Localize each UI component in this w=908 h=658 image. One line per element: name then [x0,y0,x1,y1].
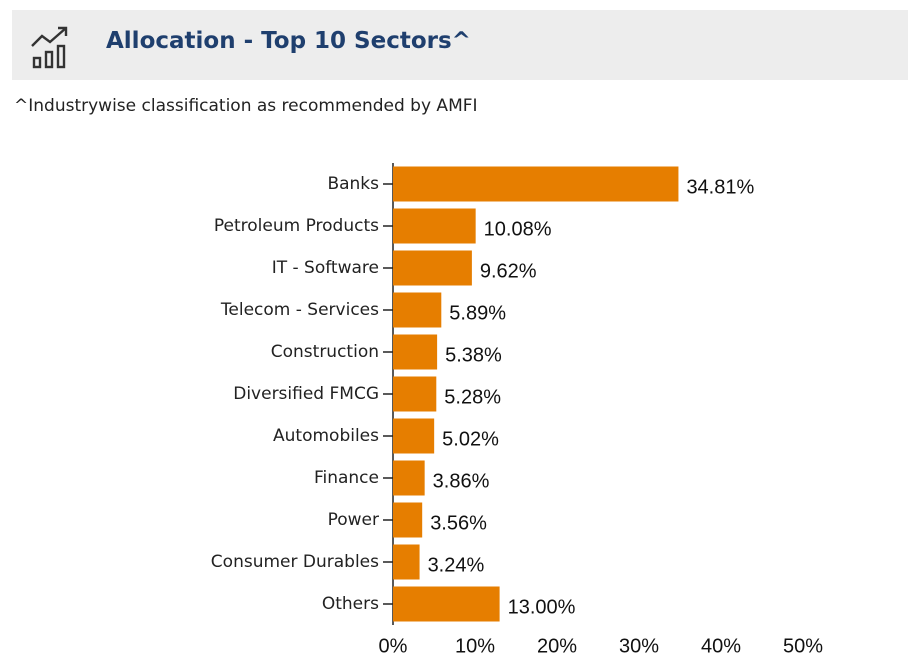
y-tick-label: Consumer Durables [211,552,379,572]
y-tick-label: Power [328,510,379,530]
bar [393,544,420,580]
chart-icon [31,26,68,69]
value-label: 5.28% [444,386,501,408]
y-tick-label: Others [322,594,379,614]
bar [393,208,476,244]
x-tick-label: 30% [619,635,659,657]
y-tick-label: Diversified FMCG [233,384,379,404]
value-label: 3.24% [428,554,485,576]
value-label: 5.89% [449,302,506,324]
y-tick-label: Banks [327,174,379,194]
chart-subtitle: ^Industrywise classification as recommen… [14,96,478,116]
bar [393,166,679,202]
bar [393,586,500,622]
bar [393,250,472,286]
bar [393,292,442,328]
value-label: 13.00% [508,596,576,618]
y-tick-label: Automobiles [273,426,379,446]
x-tick-label: 20% [537,635,577,657]
y-tick-label: Petroleum Products [214,216,379,236]
header-band [12,10,908,80]
x-tick-label: 50% [783,635,823,657]
y-tick-label: IT - Software [272,258,379,278]
value-label: 10.08% [484,218,552,240]
header-title: Allocation - Top 10 Sectors^ [106,28,471,54]
value-label: 3.56% [430,512,487,534]
x-tick-label: 0% [379,635,408,657]
bar [393,418,435,454]
bar [393,460,425,496]
x-tick-label: 40% [701,635,741,657]
value-label: 34.81% [686,176,754,198]
bar [393,376,437,412]
y-tick-label: Construction [271,342,379,362]
bar [393,502,423,538]
value-label: 9.62% [480,260,537,282]
value-label: 5.02% [442,428,499,450]
y-tick-label: Finance [314,468,379,488]
x-tick-label: 10% [455,635,495,657]
bar [393,334,438,370]
y-tick-label: Telecom - Services [220,300,379,320]
value-label: 3.86% [433,470,490,492]
value-label: 5.38% [445,344,502,366]
